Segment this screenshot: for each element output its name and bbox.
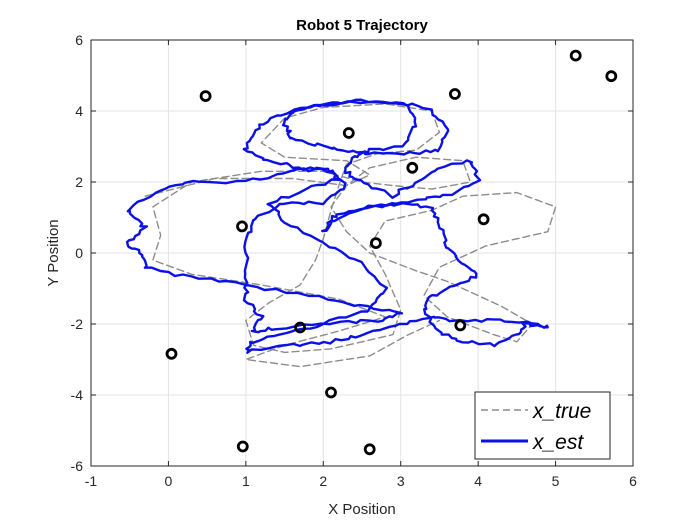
legend: x_true x_est [474,391,611,460]
y-axis-label: Y Position [45,219,62,286]
landmark-marker [325,386,337,399]
series-line-x-est [125,98,549,354]
x-tick-label: 1 [242,473,250,489]
legend-label-x-est: x_est [532,431,584,454]
landmark-marker [448,88,461,100]
x-tick-label: 0 [165,473,173,489]
x-tick-label: 2 [319,473,327,489]
x-axis-label: X Position [328,501,396,518]
series-group [125,98,557,368]
x-tick-label: 5 [552,473,560,489]
landmark-marker [236,440,249,453]
landmark-marker [363,443,376,456]
landmark-marker [406,161,419,174]
chart-title: Robot 5 Trajectory [296,17,428,34]
axis-ticks: -1 0 1 2 3 4 5 6 -6 -4 -2 0 2 4 6 [71,32,638,489]
y-tick-label: 2 [75,174,83,190]
y-tick-label: -6 [71,458,84,474]
landmark-marker [342,127,355,139]
landmark-marker [477,213,490,226]
y-tick-label: -2 [71,316,84,332]
landmark-marker [294,321,307,334]
series-line-x-true [144,103,557,368]
landmark-marker [199,90,212,102]
landmarks-group [165,49,618,456]
landmark-marker [236,220,248,233]
landmark-marker [569,49,582,62]
y-tick-label: 0 [75,245,83,261]
x-tick-label: -1 [85,473,98,489]
legend-box [474,391,611,460]
y-tick-label: 6 [75,32,83,48]
legend-label-x-true: x_true [532,400,591,423]
landmark-marker [454,319,467,332]
landmark-marker [165,347,178,360]
x-tick-label: 4 [474,473,482,489]
y-tick-label: 4 [75,103,83,119]
y-tick-label: -4 [71,387,84,403]
landmark-marker [605,70,618,83]
landmark-marker [369,237,382,250]
x-tick-label: 3 [397,473,405,489]
x-tick-label: 6 [629,473,637,489]
